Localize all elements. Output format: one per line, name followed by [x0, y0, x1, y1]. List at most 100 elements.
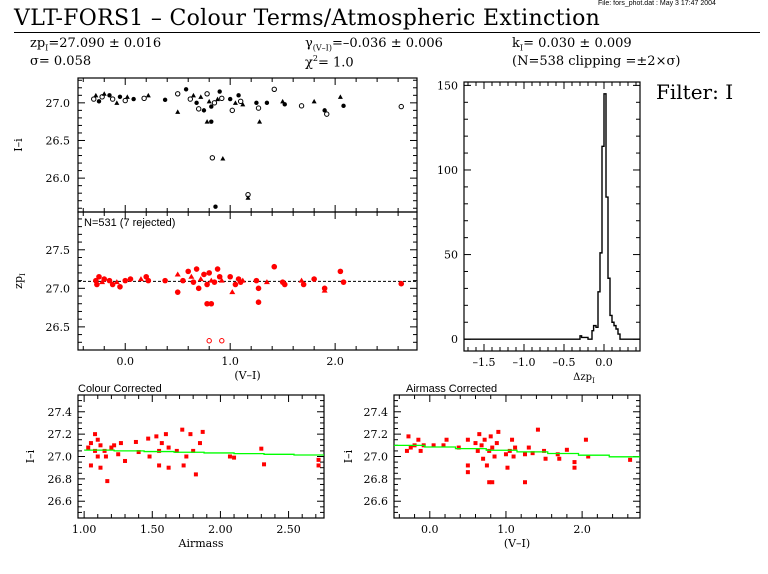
x-tick-label: 0.0: [595, 356, 613, 369]
y-axis-label: I–i: [12, 138, 25, 152]
data-point: [88, 441, 93, 446]
data-point: [180, 427, 185, 432]
data-point: [211, 279, 218, 285]
data-point: [145, 92, 151, 98]
data-point: [208, 300, 215, 307]
x-tick-label: –1.0: [513, 356, 536, 369]
y-tick-label: 26.8: [364, 473, 389, 486]
data-point: [484, 463, 489, 468]
data-point: [112, 443, 117, 448]
plot-frame-histogram: [463, 81, 641, 352]
data-point: [157, 463, 162, 468]
data-point: [109, 281, 116, 288]
data-point: [628, 457, 633, 462]
x-tick-label: 0.0: [421, 523, 439, 536]
data-point: [229, 289, 236, 295]
plot-frame-airmass-corrected: [393, 394, 641, 519]
x-tick-label: 1.50: [140, 523, 165, 536]
y-tick-label: 27.0: [46, 97, 71, 110]
data-point: [188, 273, 195, 279]
data-point: [131, 96, 136, 102]
y-tick-label: 27.0: [48, 451, 73, 464]
extinction-stat: kI= 0.030 ± 0.009: [512, 36, 632, 53]
data-point: [557, 456, 562, 461]
data-point: [255, 105, 262, 111]
data-point: [86, 445, 91, 450]
data-point: [255, 299, 262, 306]
y-tick-label: 26.5: [46, 134, 71, 147]
colour-term-stat: γ(V–I)=–0.036 ± 0.006: [305, 36, 443, 53]
data-point: [99, 94, 105, 100]
fit-line: [84, 449, 324, 456]
data-point: [190, 279, 197, 285]
x-axis-label: Airmass: [178, 537, 224, 550]
y-axis-label: I–i: [342, 449, 355, 463]
y-tick-label: 26.6: [48, 495, 73, 508]
x-tick-label: 0.0: [116, 355, 134, 368]
data-point: [175, 91, 181, 97]
x-tick-label: 1.0: [221, 355, 239, 368]
k-symbol: k: [512, 36, 520, 51]
data-point: [107, 93, 112, 98]
data-point: [535, 427, 540, 432]
data-point: [218, 277, 225, 283]
data-point: [255, 285, 262, 292]
data-point: [103, 454, 108, 459]
data-point: [510, 437, 515, 442]
chi-superscript: 2: [312, 54, 318, 63]
data-point: [216, 273, 223, 280]
data-point: [496, 429, 501, 434]
data-point: [505, 465, 510, 470]
data-point: [341, 103, 346, 109]
data-point: [197, 276, 204, 282]
data-point: [141, 95, 147, 102]
data-point: [137, 276, 144, 282]
data-point: [187, 96, 194, 102]
data-point: [163, 432, 168, 437]
data-point: [159, 441, 164, 446]
data-point: [487, 480, 492, 485]
data-point: [198, 94, 204, 99]
data-point: [229, 107, 235, 114]
data-point: [106, 277, 113, 284]
data-point: [217, 89, 222, 94]
data-point: [180, 277, 186, 284]
data-point: [188, 432, 193, 437]
y-axis-label-sub: I: [19, 273, 27, 276]
data-point: [465, 470, 470, 475]
x-tick-label: 2.50: [276, 523, 301, 536]
data-point: [197, 441, 202, 446]
data-point: [102, 448, 107, 453]
data-point: [101, 276, 108, 282]
data-point: [398, 280, 405, 287]
sigma-stat: σ= 0.058: [30, 54, 92, 69]
y-tick-label: 27.5: [46, 244, 71, 257]
data-point: [298, 103, 305, 109]
data-point: [211, 100, 218, 106]
data-point: [441, 443, 446, 448]
data-point: [473, 441, 478, 446]
data-point: [503, 452, 508, 457]
data-point: [101, 91, 107, 96]
data-point: [281, 281, 288, 288]
data-point: [209, 104, 214, 109]
data-point: [99, 279, 106, 285]
data-point: [209, 119, 214, 124]
data-point: [114, 100, 120, 105]
data-point: [191, 448, 196, 453]
data-point: [93, 92, 99, 98]
data-point: [127, 276, 134, 282]
data-point: [456, 445, 461, 450]
data-point: [264, 100, 270, 106]
plot-frame-colour-corrected: [77, 394, 325, 519]
data-point: [117, 94, 123, 100]
data-point: [117, 283, 123, 290]
point-count-annotation: N=531 (7 rejected): [84, 217, 175, 229]
data-point: [147, 454, 152, 459]
data-point: [431, 443, 436, 448]
data-point: [109, 96, 116, 102]
y-tick-label: 26.8: [48, 473, 73, 486]
histogram-bin: [596, 327, 598, 339]
data-point: [93, 432, 98, 437]
data-point: [175, 109, 181, 114]
